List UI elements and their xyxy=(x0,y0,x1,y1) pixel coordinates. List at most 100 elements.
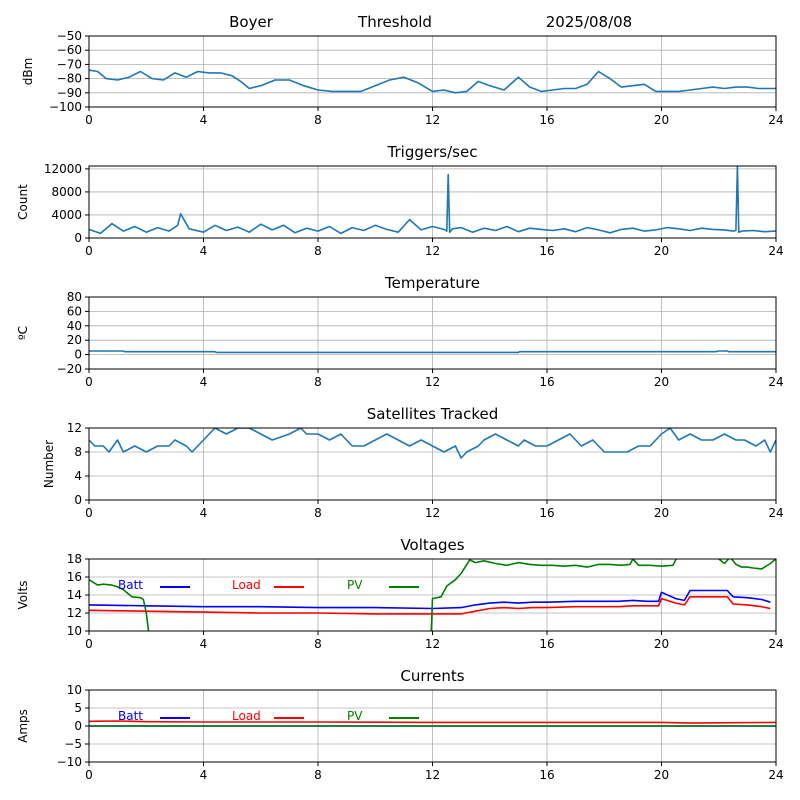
satellites-y-tick-label: 12 xyxy=(67,421,82,435)
triggers-x-tick-label: 0 xyxy=(85,244,93,258)
currents-x-tick-label: 20 xyxy=(654,768,669,782)
satellites-y-tick-label: 8 xyxy=(74,445,82,459)
temperature-x-tick-label: 20 xyxy=(654,375,669,389)
temperature-y-tick-label: −20 xyxy=(57,362,82,376)
voltages-y-tick-label: 10 xyxy=(67,624,82,638)
temperature-y-tick-label: 20 xyxy=(67,333,82,347)
satellites-series-line xyxy=(89,428,776,459)
currents-x-tick-label: 16 xyxy=(539,768,554,782)
date-label: 2025/08/08 xyxy=(546,13,632,31)
satellites-x-tick-label: 24 xyxy=(768,506,783,520)
satellites-y-tick-label: 4 xyxy=(74,469,82,483)
voltages-title: Voltages xyxy=(400,536,464,554)
voltages-series-pv xyxy=(89,559,776,631)
triggers-y-tick-label: 8000 xyxy=(51,185,82,199)
signal-x-tick-label: 16 xyxy=(539,113,554,127)
temperature-x-tick-label: 8 xyxy=(314,375,322,389)
voltages-series-load xyxy=(89,595,771,615)
signal-y-tick-label: −50 xyxy=(57,29,82,43)
temperature-x-tick-label: 12 xyxy=(425,375,440,389)
voltages-x-tick-label: 0 xyxy=(85,637,93,651)
temperature-ylabel: ºC xyxy=(16,326,30,340)
currents-x-tick-label: 8 xyxy=(314,768,322,782)
signal-x-tick-label: 8 xyxy=(314,113,322,127)
currents-x-tick-label: 24 xyxy=(768,768,783,782)
signal-x-tick-label: 20 xyxy=(654,113,669,127)
satellites-ylabel: Number xyxy=(42,440,56,488)
currents-series-load xyxy=(89,720,776,724)
satellites-x-tick-label: 4 xyxy=(200,506,208,520)
signal-x-tick-label: 4 xyxy=(200,113,208,127)
satellites-x-tick-label: 0 xyxy=(85,506,93,520)
signal-ylabel: dBm xyxy=(21,58,35,86)
temperature-y-tick-label: 0 xyxy=(74,348,82,362)
voltages-y-tick-label: 16 xyxy=(67,570,82,584)
triggers-x-tick-label: 16 xyxy=(539,244,554,258)
temperature-title: Temperature xyxy=(384,274,480,292)
signal-x-tick-label: 0 xyxy=(85,113,93,127)
temperature-x-tick-label: 24 xyxy=(768,375,783,389)
currents-y-tick-label: −10 xyxy=(57,755,82,769)
satellites-y-tick-label: 0 xyxy=(74,493,82,507)
signal-y-tick-label: −80 xyxy=(57,72,82,86)
temperature-x-tick-label: 4 xyxy=(200,375,208,389)
satellites-x-tick-label: 12 xyxy=(425,506,440,520)
temperature-y-tick-label: 80 xyxy=(67,290,82,304)
voltages-legend-label-batt: Batt xyxy=(118,578,143,592)
currents-x-tick-label: 12 xyxy=(425,768,440,782)
triggers-x-tick-label: 12 xyxy=(425,244,440,258)
triggers-title: Triggers/sec xyxy=(387,143,478,161)
currents-legend-label-batt: Batt xyxy=(118,709,143,723)
signal-x-tick-label: 12 xyxy=(425,113,440,127)
signal-y-tick-label: −70 xyxy=(57,57,82,71)
voltages-legend-label-load: Load xyxy=(232,578,261,592)
voltages-x-tick-label: 20 xyxy=(654,637,669,651)
mode-label: Threshold xyxy=(357,13,432,31)
temperature-x-tick-label: 16 xyxy=(539,375,554,389)
triggers-x-tick-label: 24 xyxy=(768,244,783,258)
triggers-x-tick-label: 8 xyxy=(314,244,322,258)
satellites-x-tick-label: 20 xyxy=(654,506,669,520)
triggers-y-tick-label: 12000 xyxy=(44,162,82,176)
voltages-x-tick-label: 8 xyxy=(314,637,322,651)
satellites-x-tick-label: 8 xyxy=(314,506,322,520)
currents-y-tick-label: 10 xyxy=(67,683,82,697)
temperature-x-tick-label: 0 xyxy=(85,375,93,389)
station-name: Boyer xyxy=(229,13,274,31)
currents-ylabel: Amps xyxy=(16,709,30,743)
temperature-y-tick-label: 40 xyxy=(67,319,82,333)
satellites-x-tick-label: 16 xyxy=(539,506,554,520)
currents-x-tick-label: 4 xyxy=(200,768,208,782)
triggers-series-line xyxy=(89,166,776,235)
temperature-y-tick-label: 60 xyxy=(67,304,82,318)
voltages-x-tick-label: 4 xyxy=(200,637,208,651)
triggers-x-tick-label: 20 xyxy=(654,244,669,258)
signal-y-tick-label: −60 xyxy=(57,43,82,57)
triggers-ylabel: Count xyxy=(16,184,30,220)
voltages-x-tick-label: 24 xyxy=(768,637,783,651)
currents-y-tick-label: −5 xyxy=(64,737,82,751)
signal-x-tick-label: 24 xyxy=(768,113,783,127)
triggers-y-tick-label: 4000 xyxy=(51,208,82,222)
triggers-x-tick-label: 4 xyxy=(200,244,208,258)
voltages-ylabel: Volts xyxy=(16,581,30,610)
currents-x-tick-label: 0 xyxy=(85,768,93,782)
signal-series-line xyxy=(89,69,776,94)
satellites-title: Satellites Tracked xyxy=(367,405,498,423)
voltages-y-tick-label: 18 xyxy=(67,552,82,566)
currents-legend-label-load: Load xyxy=(232,709,261,723)
signal-y-tick-label: −90 xyxy=(57,86,82,100)
voltages-y-tick-label: 14 xyxy=(67,588,82,602)
voltages-y-tick-label: 12 xyxy=(67,606,82,620)
temperature-series-line xyxy=(89,350,776,354)
voltages-x-tick-label: 12 xyxy=(425,637,440,651)
currents-legend-label-pv: PV xyxy=(347,709,363,723)
signal-y-tick-label: −100 xyxy=(49,100,82,114)
voltages-series-batt xyxy=(89,589,771,610)
currents-y-tick-label: 5 xyxy=(74,701,82,715)
triggers-y-tick-label: 0 xyxy=(74,231,82,245)
voltages-legend-label-pv: PV xyxy=(347,578,363,592)
currents-y-tick-label: 0 xyxy=(74,719,82,733)
